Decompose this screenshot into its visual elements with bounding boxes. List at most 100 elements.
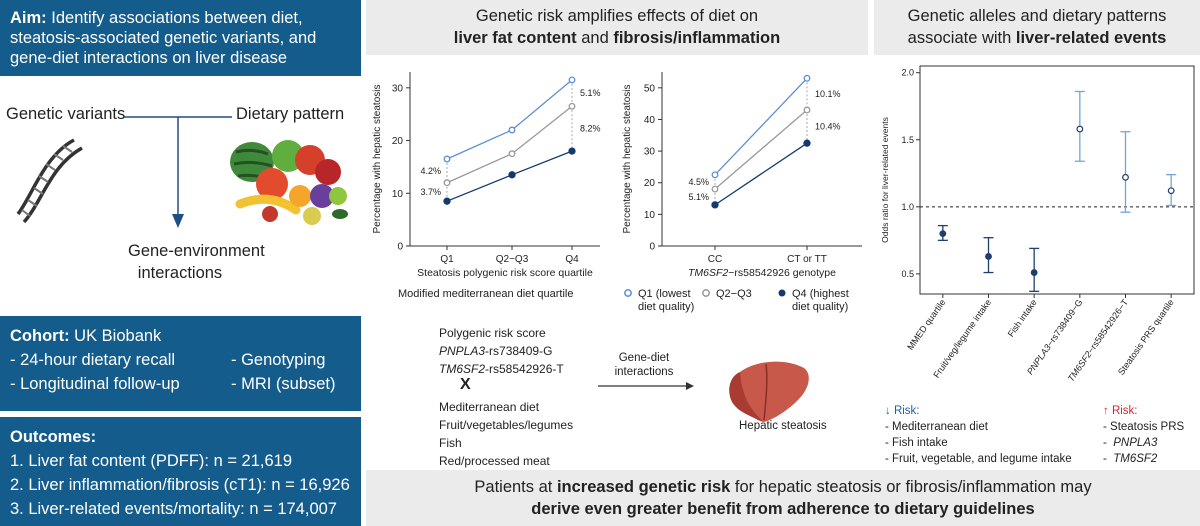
x-tick-label: Q1 (440, 254, 454, 265)
data-point (443, 179, 451, 187)
legend-label-q23: Q2−Q3 (716, 288, 752, 300)
legend-marker-q1 (624, 289, 632, 297)
legend-markers (624, 289, 786, 297)
up-risk-item: PNPLA3 (1113, 437, 1158, 449)
y-tick-label: 30 (644, 147, 656, 158)
vegetables-icon (230, 140, 348, 225)
difference-label: 5.1% (688, 192, 709, 202)
dietary-pattern-label: Dietary pattern (236, 105, 345, 123)
down-risk-list: ↓ Risk: - Mediterranean diet - Fish inta… (885, 403, 1072, 467)
right-title-line-2: associate with (907, 29, 1016, 47)
diet-factors-list: Mediterranean diet Fruit/vegetables/legu… (439, 398, 573, 470)
difference-label: 10.4% (815, 122, 841, 132)
gene-environment-label: Gene-environment interactions (128, 240, 265, 284)
right-arrow-icon (686, 382, 694, 390)
aim-box: Aim: Identify associations between diet,… (0, 0, 361, 76)
outcomes-heading: Outcomes: (10, 428, 97, 446)
y-tick-label: 10 (644, 210, 656, 221)
diet-item: Mediterranean diet (439, 400, 540, 414)
y-tick-label: 1.5 (901, 135, 914, 145)
odds-ratio-point (1030, 269, 1038, 276)
difference-label: 4.2% (420, 166, 441, 176)
gene-diet-label: Gene-diet interactions (598, 351, 690, 379)
series-line (714, 109, 808, 190)
right-title-line-1: Genetic alleles and dietary patterns (907, 7, 1167, 25)
cohort-item: - MRI (subset) (231, 375, 336, 393)
series-line (714, 77, 808, 176)
framework-diagram (16, 116, 348, 228)
x-tick-label: CC (708, 254, 722, 265)
series-line (714, 142, 808, 206)
x-axis-label: Steatosis polygenic risk score quartile (417, 267, 593, 279)
up-risk-heading: ↑ Risk: (1103, 405, 1138, 417)
y-tick-label: 1.0 (901, 202, 914, 212)
data-point (711, 185, 719, 193)
odds-ratio-chart: 0.5 1.0 1.5 2.0 Odds ratio for liver-related… (880, 65, 1195, 383)
x-tick-label: Q2−Q3 (496, 254, 529, 265)
conclusion-bold-1: increased genetic risk (556, 478, 731, 496)
outcome-item: 1. Liver fat content (PDFF): n = 21,619 (10, 452, 293, 470)
up-risk-item: TM6SF2 (1113, 453, 1158, 465)
aim-text-1: Identify associations between diet, (46, 9, 303, 27)
outcome-item: 2. Liver inflammation/fibrosis (cT1): n … (10, 476, 350, 494)
x-tick-label: Fish intake (1006, 297, 1039, 338)
legend-marker-q4 (778, 289, 786, 297)
tm6sf2-gene: TM6SF2 (439, 362, 486, 376)
conclusion-bold-2: derive even greater benefit from adheren… (531, 500, 1035, 518)
legend-label-q4-line-1: Q4 (highest (792, 288, 849, 300)
data-point (443, 155, 451, 163)
up-risk-item: - Steatosis PRS (1103, 421, 1185, 433)
series-line (446, 105, 573, 184)
prs-chart: 0 10 20 30 Q1 Q2−Q3 Q4 Percentage with hepatic … (372, 72, 601, 279)
legend-label-q1: Q1 (lowest diet quality) (638, 288, 694, 314)
y-tick-label: 0 (649, 242, 655, 253)
data-point (508, 171, 516, 179)
hepatic-steatosis-label: Hepatic steatosis (739, 420, 827, 432)
cohort-item: - Longitudinal follow-up (10, 375, 180, 393)
data-point (803, 106, 811, 114)
y-tick-label: 10 (392, 189, 404, 200)
y-tick-label: 0.5 (901, 269, 914, 279)
aim-text-2: steatosis-associated genetic variants, a… (10, 29, 317, 47)
right-title-bold: liver-related events (1015, 29, 1167, 47)
x-tick-label: CT or TT (787, 254, 827, 265)
tm6sf2-rs: -rs58542926-T (485, 362, 564, 376)
gene-diet-line-1: Gene-diet (618, 352, 670, 364)
data-point (443, 197, 451, 205)
up-risk-list: ↑ Risk: - Steatosis PRS - PNPLA3 - TM6SF… (1103, 405, 1185, 465)
aim-heading: Aim: (10, 9, 47, 27)
aim-text-3: gene-diet interactions on liver disease (10, 49, 287, 67)
y-tick-label: 2.0 (901, 68, 914, 78)
cohort-box: Cohort: UK Biobank - 24-hour dietary rec… (0, 316, 361, 411)
legend-marker-q23 (702, 289, 710, 297)
legend-title: Modified mediterranean diet quartile (398, 288, 574, 300)
difference-label: 10.1% (815, 89, 841, 99)
x-tick-label: Q4 (565, 254, 579, 265)
gene-diet-line-2: interactions (614, 366, 674, 378)
data-point (711, 171, 719, 179)
times-label: X (460, 376, 471, 393)
liver-icon (729, 361, 809, 422)
y-tick-label: 20 (644, 178, 656, 189)
cohort-item: - 24-hour dietary recall (10, 351, 176, 369)
cohort-item: - Genotyping (231, 351, 326, 369)
diet-item: Fruit/vegetables/legumes (439, 418, 574, 432)
pnpla3-rs: -rs738409-G (485, 344, 553, 358)
data-point (568, 147, 576, 155)
diet-item: Fish (439, 436, 462, 450)
y-tick-label: 20 (392, 136, 404, 147)
data-point (568, 76, 576, 84)
gene-environment-line-2: interactions (137, 264, 223, 282)
difference-label: 8.2% (580, 124, 601, 134)
outcomes-box: Outcomes: 1. Liver fat content (PDFF): n… (0, 417, 361, 526)
diet-item: Red/processed meat (439, 454, 550, 468)
x-axis-label: TM6SF2−rs58542926 genotype (688, 267, 836, 279)
plot-frame (919, 65, 1195, 295)
odds-ratio-point (1167, 187, 1175, 195)
down-risk-item: - Fruit, vegetable, and legume intake (885, 453, 1072, 465)
odds-ratio-point (1122, 173, 1129, 181)
series-line (446, 79, 573, 160)
interaction-graphic (598, 361, 809, 422)
x-tick-label: MMED quartile (905, 297, 947, 351)
gene-environment-line-1: Gene-environment (128, 242, 265, 260)
